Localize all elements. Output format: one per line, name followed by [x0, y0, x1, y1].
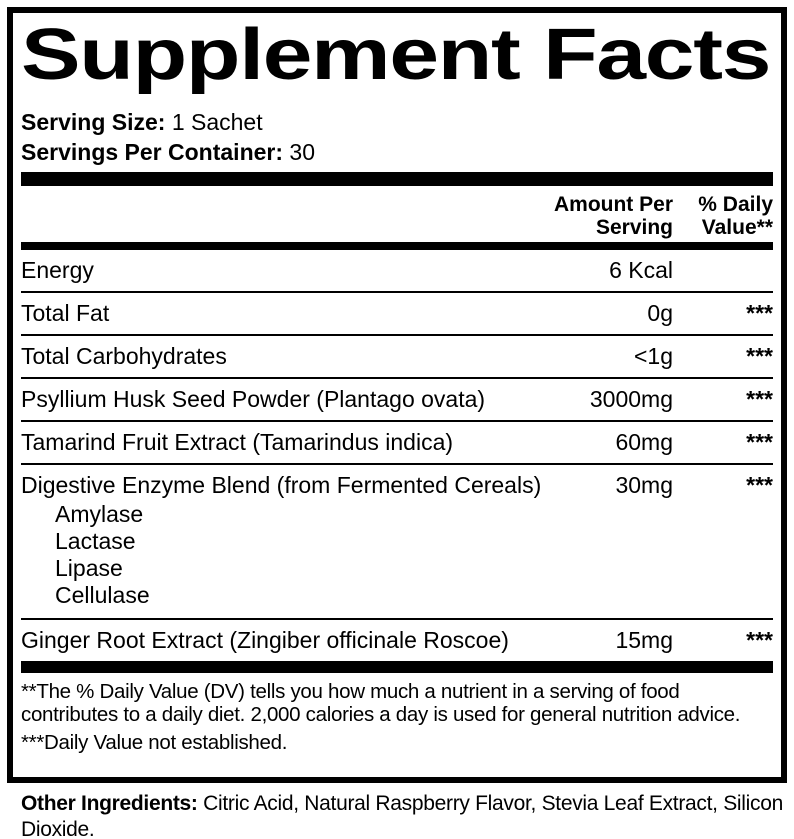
- nutrient-amount: 60mg: [615, 429, 673, 455]
- nutrient-name-group: Digestive Enzyme Blend (from Fermented C…: [21, 473, 578, 609]
- other-ingredients-value: Citric Acid, Natural Raspberry Flavor, S…: [21, 792, 783, 839]
- nutrient-amount: 6 Kcal: [609, 257, 673, 283]
- table-row-tamarind-fruit: Tamarind Fruit Extract (Tamarindus indic…: [21, 422, 773, 465]
- nutrient-dv: ***: [746, 343, 773, 369]
- nutrient-name: Psyllium Husk Seed Powder (Plantago ovat…: [21, 386, 486, 412]
- table-row-ginger-root: Ginger Root Extract (Zingiber officinale…: [21, 620, 773, 661]
- nutrient-dv: ***: [746, 472, 773, 498]
- daily-value-footnote: **The % Daily Value (DV) tells you how m…: [21, 680, 741, 726]
- serving-size-label: Serving Size:: [21, 109, 166, 135]
- thick-divider-top: [21, 172, 773, 186]
- servings-per-container-value: 30: [289, 139, 316, 165]
- nutrient-name: Tamarind Fruit Extract (Tamarindus indic…: [21, 429, 454, 455]
- nutrient-dv: ***: [746, 300, 773, 326]
- panel-title-row: Supplement Facts: [21, 15, 773, 97]
- nutrient-dv: [673, 258, 773, 282]
- supplement-facts-panel: Supplement Facts Serving Size: 1 Sachet …: [7, 7, 787, 783]
- sub-ingredient-item: Cellulase: [55, 582, 150, 608]
- panel-title: Supplement Facts: [21, 15, 771, 95]
- table-row-energy: Energy 6 Kcal: [21, 250, 773, 293]
- sub-ingredient-item: Lipase: [55, 555, 123, 581]
- servings-per-container-label: Servings Per Container:: [21, 139, 284, 165]
- header-divider-bar: [21, 242, 773, 250]
- not-established-footnote: ***Daily Value not established.: [21, 731, 288, 754]
- nutrient-name: Ginger Root Extract (Zingiber officinale…: [21, 627, 509, 653]
- nutrient-dv: ***: [746, 627, 773, 653]
- column-headers: Amount Per Serving % Daily Value**: [21, 193, 773, 239]
- serving-size-row: Serving Size: 1 Sachet: [21, 107, 773, 137]
- sub-ingredient-item: Amylase: [55, 501, 144, 527]
- sub-ingredient-item: Lactase: [55, 528, 136, 554]
- nutrient-dv: ***: [746, 386, 773, 412]
- nutrient-amount: 15mg: [615, 627, 673, 653]
- nutrient-name: Energy: [21, 257, 94, 283]
- table-row-psyllium-husk: Psyllium Husk Seed Powder (Plantago ovat…: [21, 379, 773, 422]
- table-row-total-carbohydrates: Total Carbohydrates <1g ***: [21, 336, 773, 379]
- table-row-digestive-enzyme-blend: Digestive Enzyme Blend (from Fermented C…: [21, 465, 773, 620]
- nutrient-table: Energy 6 Kcal Total Fat 0g *** Total Car…: [21, 250, 773, 661]
- nutrient-amount: 3000mg: [589, 386, 673, 412]
- dv-header-line1: % Daily: [698, 193, 773, 216]
- nutrient-amount: 30mg: [615, 472, 673, 498]
- nutrient-name: Total Carbohydrates: [21, 343, 227, 369]
- servings-per-container-row: Servings Per Container: 30: [21, 137, 773, 167]
- amount-header-line1: Amount Per: [553, 193, 673, 216]
- table-row-total-fat: Total Fat 0g ***: [21, 293, 773, 336]
- other-ingredients-label: Other Ingredients:: [21, 792, 198, 815]
- serving-info: Serving Size: 1 Sachet Servings Per Cont…: [21, 107, 773, 167]
- nutrient-amount: 0g: [647, 300, 673, 326]
- sub-ingredient-list: Amylase Lactase Lipase Cellulase: [21, 501, 578, 609]
- amount-per-serving-header: Amount Per Serving: [554, 193, 673, 239]
- thick-divider-bottom: [21, 661, 773, 673]
- percent-daily-value-header: % Daily Value**: [673, 193, 773, 239]
- nutrient-dv: ***: [746, 429, 773, 455]
- nutrient-name: Digestive Enzyme Blend (from Fermented C…: [21, 472, 542, 498]
- dv-header-line2: Value**: [701, 216, 773, 239]
- footnotes: **The % Daily Value (DV) tells you how m…: [21, 673, 773, 754]
- other-ingredients: Other Ingredients: Citric Acid, Natural …: [21, 791, 786, 839]
- serving-size-value: 1 Sachet: [171, 109, 263, 135]
- amount-header-line2: Serving: [595, 216, 673, 239]
- nutrient-amount: <1g: [633, 343, 673, 369]
- nutrient-name: Total Fat: [21, 300, 110, 326]
